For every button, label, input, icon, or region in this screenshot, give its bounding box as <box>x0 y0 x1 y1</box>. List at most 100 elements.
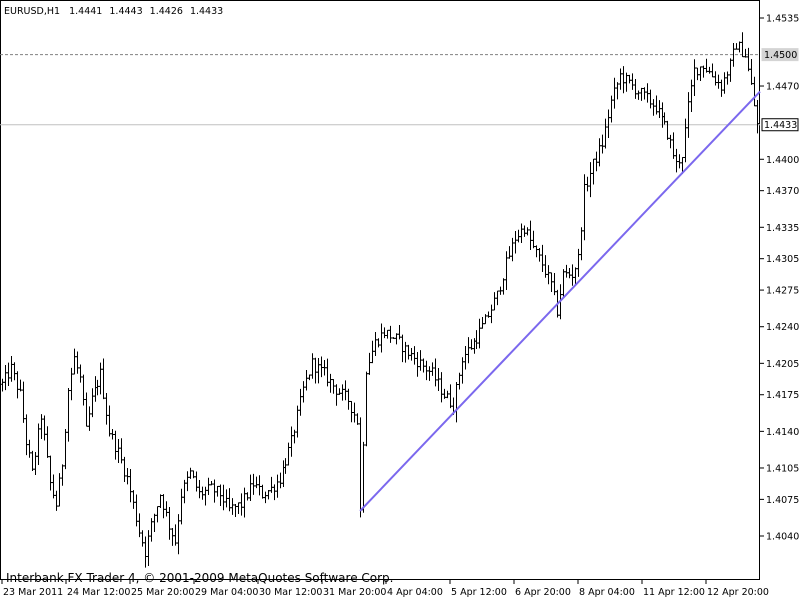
ohlc-bar <box>24 414 29 456</box>
y-tick-label: 1.4535 <box>766 14 799 25</box>
y-tick-label: 1.4305 <box>766 254 799 265</box>
ohlc-bar <box>173 524 178 546</box>
ohlc-bar <box>95 379 100 396</box>
ohlc-bar <box>364 371 369 447</box>
ohlc-bar <box>707 66 712 74</box>
ohlc-bar <box>72 348 77 375</box>
ohlc-bar <box>677 154 682 169</box>
ohlc-bar <box>734 43 739 50</box>
ohlc-bar <box>260 484 265 499</box>
ref-label-box <box>761 118 799 132</box>
ohlc-bar <box>466 337 471 364</box>
ohlc-bar <box>463 345 468 370</box>
ohlc-bars <box>0 32 760 568</box>
x-tick-label: 23 Mar 2011 <box>3 587 63 598</box>
ohlc-bar <box>319 356 324 378</box>
y-tick-label: 1.4275 <box>766 286 799 297</box>
low-value: 1.4426 <box>150 6 183 17</box>
ohlc-bar <box>12 362 17 381</box>
ohlc-bar <box>346 388 351 410</box>
y-tick-label: 1.4470 <box>766 82 799 93</box>
ohlc-bar <box>642 87 647 100</box>
y-tick-label: 1.4205 <box>766 359 799 370</box>
ohlc-bar <box>221 484 226 511</box>
x-tick-label: 6 Apr 20:00 <box>515 587 571 598</box>
ohlc-bar <box>15 371 20 399</box>
ohlc-bar <box>710 63 715 78</box>
ohlc-bar <box>737 41 742 53</box>
ohlc-bar <box>275 474 280 498</box>
ohlc-bar <box>618 68 623 90</box>
ohlc-bar <box>75 351 80 374</box>
trendline[interactable] <box>359 90 761 512</box>
ohlc-bar <box>376 338 381 348</box>
ohlc-bar <box>570 264 575 286</box>
ohlc-bar <box>158 494 163 509</box>
ohlc-bar <box>230 498 235 515</box>
ohlc-bar <box>704 58 709 73</box>
ohlc-bar <box>513 231 518 254</box>
ohlc-bar <box>54 490 59 511</box>
ohlc-bar <box>686 92 691 138</box>
ohlc-bar <box>400 334 405 363</box>
ohlc-bar <box>394 333 399 345</box>
ohlc-bar <box>209 480 214 486</box>
ohlc-bar <box>239 493 244 516</box>
ohlc-bar <box>289 426 294 457</box>
ohlc-bar <box>474 330 479 349</box>
ohlc-bar <box>33 451 38 476</box>
ohlc-bar <box>752 76 757 107</box>
ohlc-bar <box>480 316 485 329</box>
ohlc-bar <box>501 278 506 295</box>
ohlc-bar <box>304 369 309 391</box>
ohlc-bar <box>540 244 545 273</box>
ohlc-bar <box>662 112 667 125</box>
ohlc-bar <box>155 506 160 523</box>
ohlc-bar <box>728 58 733 82</box>
ohlc-bar <box>167 507 172 540</box>
ohlc-bar <box>98 362 103 395</box>
ohlc-bar <box>358 417 363 518</box>
ohlc-bar <box>355 413 360 425</box>
ohlc-bar <box>528 220 533 251</box>
ohlc-bar <box>337 388 342 395</box>
ohlc-bar <box>695 67 700 81</box>
ohlc-bar <box>298 388 303 416</box>
time-axis: 23 Mar 2011 24 Mar 12:00 25 Mar 20:00 29 Ma… <box>1 580 769 598</box>
x-tick-label: 30 Mar 12:00 <box>259 587 322 598</box>
ohlc-bar <box>519 223 524 243</box>
ohlc-bar <box>233 503 238 517</box>
ohlc-bar <box>636 90 641 100</box>
x-tick-label: 24 Mar 12:00 <box>67 587 130 598</box>
symbol-label: EURUSD,H1 <box>4 6 60 17</box>
ohlc-bar <box>403 341 408 363</box>
close-value: 1.4433 <box>190 6 223 17</box>
ohlc-bar <box>522 225 527 237</box>
ohlc-bar <box>612 77 617 109</box>
ohlc-bar <box>3 364 8 391</box>
y-tick-label: 1.4335 <box>766 223 799 234</box>
ohlc-bar <box>531 230 536 249</box>
ohlc-bar <box>30 450 35 472</box>
ohlc-bar <box>600 134 605 154</box>
ohlc-bar <box>93 376 98 402</box>
ohlc-bar <box>740 32 745 58</box>
ohlc-bar <box>104 392 109 425</box>
ohlc-bar <box>188 467 193 479</box>
ohlc-bar <box>310 353 315 379</box>
ohlc-bar <box>0 378 5 392</box>
ohlc-bar <box>701 65 706 78</box>
ohlc-bar <box>140 530 145 547</box>
ohlc-bar <box>385 329 390 339</box>
ohlc-bar <box>648 89 653 109</box>
x-tick-label: 5 Apr 12:00 <box>451 587 507 598</box>
ohlc-bar <box>668 134 673 149</box>
ohlc-bar <box>48 455 53 491</box>
ref-label-text: 1.4500 <box>764 50 797 61</box>
ohlc-bar <box>388 325 393 343</box>
ohlc-bar <box>472 338 477 354</box>
ohlc-bar <box>107 405 112 437</box>
ohlc-bar <box>215 485 220 497</box>
